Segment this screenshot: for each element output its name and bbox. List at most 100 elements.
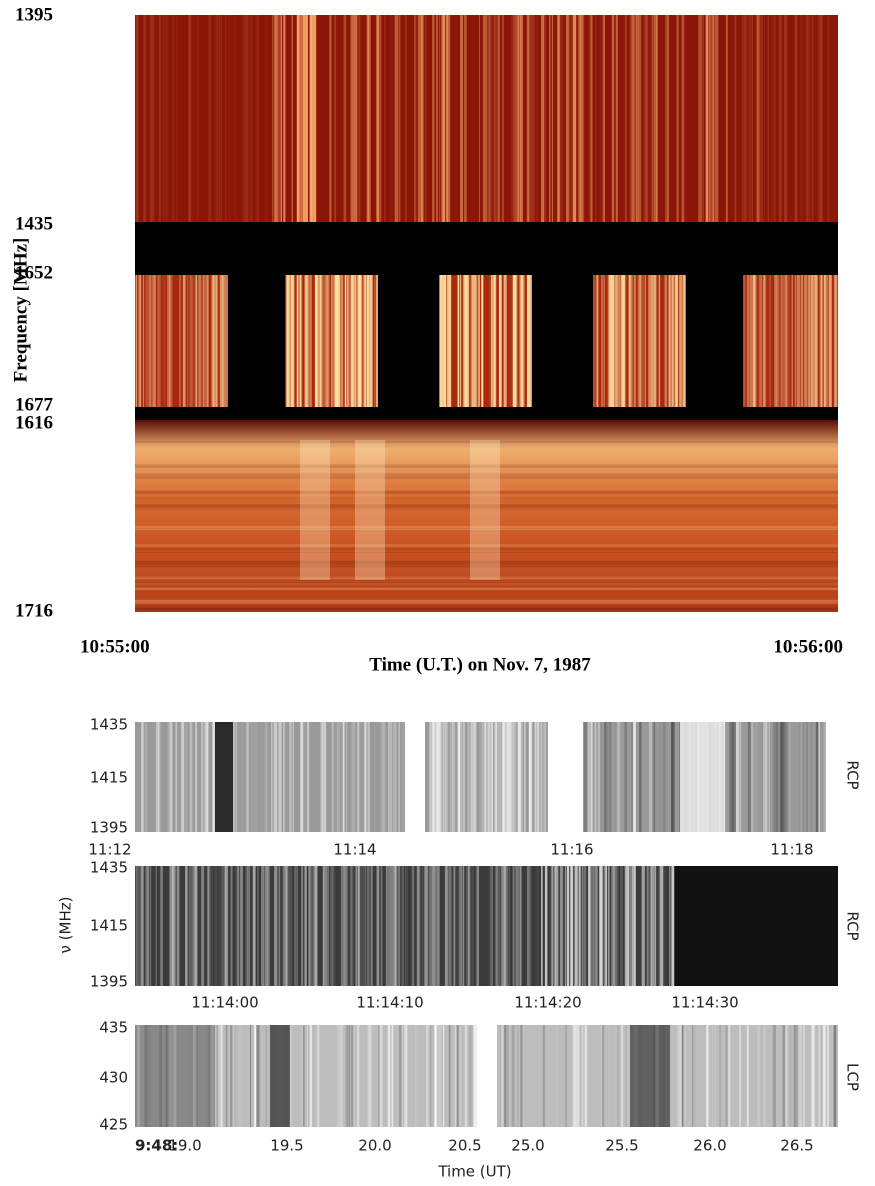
texture bbox=[438, 1025, 442, 1127]
texture bbox=[489, 275, 492, 407]
x-tick-label: 11:14:00 bbox=[191, 994, 258, 1012]
texture bbox=[633, 866, 636, 986]
texture bbox=[758, 1025, 760, 1127]
texture bbox=[481, 275, 484, 407]
texture bbox=[475, 866, 478, 986]
texture bbox=[213, 15, 216, 222]
texture bbox=[444, 866, 448, 986]
texture bbox=[358, 15, 361, 222]
texture bbox=[135, 866, 138, 986]
texture bbox=[394, 15, 397, 222]
texture bbox=[147, 866, 149, 986]
texture bbox=[488, 866, 491, 986]
texture bbox=[773, 15, 776, 222]
texture bbox=[644, 15, 647, 222]
texture bbox=[559, 866, 562, 986]
texture bbox=[644, 275, 646, 407]
texture bbox=[763, 1025, 766, 1127]
texture bbox=[534, 722, 537, 832]
texture bbox=[444, 722, 447, 832]
texture bbox=[135, 544, 838, 548]
texture bbox=[340, 866, 344, 986]
texture bbox=[511, 1025, 515, 1127]
texture bbox=[614, 722, 617, 832]
texture bbox=[190, 275, 193, 407]
texture bbox=[356, 722, 360, 832]
texture bbox=[597, 722, 601, 832]
texture bbox=[426, 1025, 429, 1127]
texture bbox=[501, 866, 503, 986]
texture bbox=[289, 1025, 293, 1127]
texture bbox=[593, 275, 596, 407]
texture bbox=[435, 722, 438, 832]
texture bbox=[452, 866, 453, 986]
texture bbox=[220, 15, 222, 222]
texture bbox=[629, 15, 633, 222]
texture bbox=[520, 722, 523, 832]
texture bbox=[481, 722, 484, 832]
texture bbox=[508, 866, 510, 986]
texture bbox=[255, 15, 256, 222]
texture bbox=[788, 722, 791, 832]
texture bbox=[237, 866, 240, 986]
texture bbox=[344, 275, 347, 407]
texture bbox=[518, 722, 522, 832]
texture bbox=[135, 464, 838, 468]
texture bbox=[727, 1025, 730, 1127]
texture bbox=[233, 1025, 237, 1127]
texture bbox=[334, 15, 337, 222]
texture bbox=[667, 15, 669, 222]
texture bbox=[212, 275, 214, 407]
texture bbox=[784, 15, 788, 222]
texture bbox=[536, 866, 539, 986]
y-tick-label: 1435 bbox=[90, 859, 128, 877]
texture bbox=[800, 722, 803, 832]
texture bbox=[635, 866, 637, 986]
texture bbox=[172, 866, 174, 986]
texture bbox=[619, 15, 622, 222]
texture bbox=[823, 722, 826, 832]
texture bbox=[501, 866, 504, 986]
texture bbox=[246, 866, 251, 986]
texture bbox=[484, 15, 487, 222]
texture bbox=[155, 722, 160, 832]
texture bbox=[324, 866, 326, 986]
texture bbox=[136, 275, 138, 407]
texture bbox=[393, 866, 397, 986]
texture bbox=[316, 866, 318, 986]
texture bbox=[424, 15, 426, 222]
texture bbox=[243, 15, 245, 222]
texture bbox=[503, 866, 505, 986]
texture bbox=[349, 866, 352, 986]
texture bbox=[174, 866, 178, 986]
texture bbox=[375, 15, 379, 222]
texture bbox=[495, 866, 498, 986]
texture bbox=[332, 722, 334, 832]
texture bbox=[780, 275, 783, 407]
texture bbox=[814, 275, 817, 407]
texture bbox=[806, 722, 808, 832]
texture bbox=[743, 275, 838, 407]
texture bbox=[171, 15, 175, 222]
texture bbox=[711, 15, 715, 222]
texture bbox=[726, 15, 728, 222]
texture bbox=[529, 866, 532, 986]
texture bbox=[145, 275, 148, 407]
texture bbox=[251, 722, 253, 832]
texture bbox=[702, 15, 704, 222]
texture bbox=[242, 15, 246, 222]
texture bbox=[301, 1025, 303, 1127]
texture bbox=[501, 15, 504, 222]
texture bbox=[628, 275, 630, 407]
texture bbox=[162, 275, 165, 407]
texture bbox=[200, 275, 202, 407]
texture bbox=[185, 722, 188, 832]
texture bbox=[566, 15, 570, 222]
texture bbox=[248, 866, 250, 986]
texture bbox=[429, 722, 432, 832]
texture bbox=[458, 722, 461, 832]
texture bbox=[600, 866, 604, 986]
texture bbox=[135, 605, 838, 610]
texture bbox=[358, 275, 361, 407]
texture bbox=[530, 275, 532, 407]
